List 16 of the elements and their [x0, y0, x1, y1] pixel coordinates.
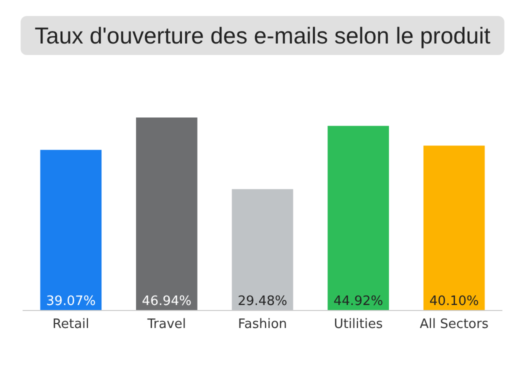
data-label: 29.48%: [238, 294, 288, 309]
data-label: 46.94%: [142, 294, 192, 309]
bar: [136, 118, 198, 310]
data-label: 40.10%: [429, 294, 479, 309]
bar: [40, 150, 102, 310]
x-tick-label: Utilities: [334, 317, 383, 332]
chart-title: Taux d'ouverture des e-mails selon le produit: [34, 22, 491, 48]
x-tick-label: Retail: [52, 317, 90, 332]
bar: [423, 146, 485, 310]
data-label: 39.07%: [46, 294, 96, 309]
bar: [232, 189, 294, 310]
x-tick-label: All Sectors: [420, 317, 489, 332]
bar: [328, 126, 389, 310]
x-tick-label: Travel: [146, 317, 186, 332]
data-label: 44.92%: [334, 294, 384, 309]
x-tick-label: Fashion: [238, 317, 288, 332]
